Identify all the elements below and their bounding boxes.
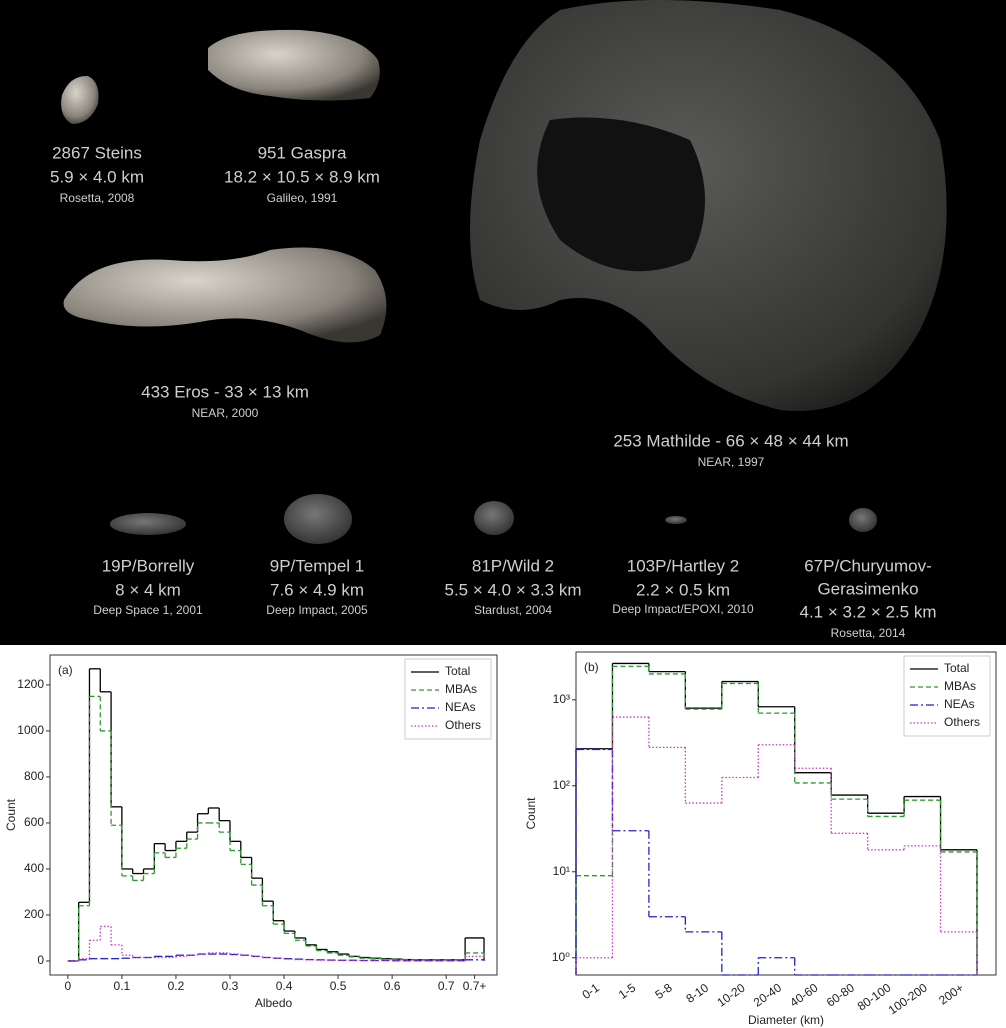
legend-label: Others: [944, 715, 980, 729]
asteroid-steins: [61, 75, 99, 124]
x-tick-label: 0.4: [276, 979, 293, 993]
legend-label: Total: [445, 664, 470, 678]
legend-label: Total: [944, 661, 969, 675]
y-tick-label: 600: [24, 815, 44, 829]
label: NEAR, 1997: [698, 455, 765, 469]
x-tick-label: 0: [64, 979, 71, 993]
x-tick-label: 0.2: [168, 979, 185, 993]
x-tick-label: 40-60: [787, 980, 820, 1009]
label: 81P/Wild 2: [472, 556, 554, 575]
x-axis-label: Diameter (km): [748, 1013, 824, 1027]
label: 5.5 × 4.0 × 3.3 km: [444, 580, 581, 599]
x-tick-label: 0-1: [580, 980, 603, 1002]
y-tick-label: 10⁰: [552, 950, 570, 964]
x-tick-label: 60-80: [824, 980, 857, 1009]
label: 951 Gaspra: [258, 143, 347, 162]
x-tick-label: 0.1: [114, 979, 131, 993]
legend-label: Others: [445, 718, 481, 732]
label: 9P/Tempel 1: [270, 556, 365, 575]
asteroid-gaspra: [208, 29, 380, 101]
label: 2.2 × 0.5 km: [636, 580, 730, 599]
label: Deep Impact/EPOXI, 2010: [612, 602, 754, 616]
label: 19P/Borrelly: [102, 556, 195, 575]
y-tick-label: 400: [24, 861, 44, 875]
label: 8 × 4 km: [115, 580, 181, 599]
asteroid-eros: [63, 247, 387, 343]
label: Rosetta, 2008: [60, 191, 135, 205]
y-axis-label: Count: [4, 798, 18, 831]
y-tick-label: 10²: [553, 778, 570, 792]
label: Galileo, 1991: [267, 191, 338, 205]
y-tick-label: 1200: [17, 677, 44, 691]
comet-67p: [849, 508, 877, 532]
comet-borrelly: [110, 513, 186, 535]
x-tick-label: 0.7+: [463, 979, 487, 993]
comet-hartley: [665, 516, 687, 524]
label: 433 Eros - 33 × 13 km: [141, 382, 309, 401]
label: 103P/Hartley 2: [627, 556, 739, 575]
label: Gerasimenko: [817, 579, 918, 598]
label: 4.1 × 3.2 × 2.5 km: [799, 602, 936, 621]
panel-label: (b): [584, 660, 599, 674]
x-tick-label: 8-10: [683, 980, 711, 1005]
x-tick-label: 10-20: [714, 980, 747, 1009]
x-tick-label: 100-200: [886, 980, 930, 1017]
label: 253 Mathilde - 66 × 48 × 44 km: [613, 431, 848, 450]
panel-label: (a): [58, 663, 73, 677]
asteroid-mathilde: [470, 0, 947, 411]
label: 5.9 × 4.0 km: [50, 167, 144, 186]
label: 7.6 × 4.9 km: [270, 580, 364, 599]
label: 2867 Steins: [52, 143, 142, 162]
y-axis-label: Count: [524, 797, 538, 830]
label: NEAR, 2000: [192, 406, 259, 420]
plot-frame: [49, 654, 498, 976]
label: Rosetta, 2014: [831, 626, 906, 640]
label: Stardust, 2004: [474, 603, 552, 617]
y-tick-label: 1000: [17, 723, 44, 737]
legend-label: NEAs: [445, 700, 476, 714]
x-tick-label: 5-8: [652, 980, 675, 1002]
x-tick-label: 20-40: [751, 980, 784, 1009]
label: Deep Impact, 2005: [266, 603, 368, 617]
x-tick-label: 1-5: [616, 980, 639, 1002]
label: 67P/Churyumov-: [804, 556, 932, 575]
legend-label: NEAs: [944, 697, 975, 711]
y-tick-label: 200: [24, 907, 44, 921]
y-tick-label: 10¹: [553, 864, 570, 878]
y-tick-label: 800: [24, 769, 44, 783]
comet-tempel: [284, 494, 352, 544]
x-tick-label: 200+: [936, 981, 966, 1008]
comet-wild: [474, 501, 514, 535]
y-tick-label: 0: [37, 953, 44, 967]
y-tick-label: 10³: [553, 692, 570, 706]
label: Deep Space 1, 2001: [93, 603, 203, 617]
x-tick-label: 0.7: [438, 979, 455, 993]
x-axis-label: Albedo: [255, 996, 293, 1010]
x-tick-label: 0.6: [384, 979, 401, 993]
x-tick-label: 0.5: [330, 979, 347, 993]
x-tick-label: 0.3: [222, 979, 239, 993]
mathilde-crater: [537, 117, 705, 272]
legend-label: MBAs: [445, 682, 477, 696]
legend-label: MBAs: [944, 679, 976, 693]
label: 18.2 × 10.5 × 8.9 km: [224, 167, 380, 186]
